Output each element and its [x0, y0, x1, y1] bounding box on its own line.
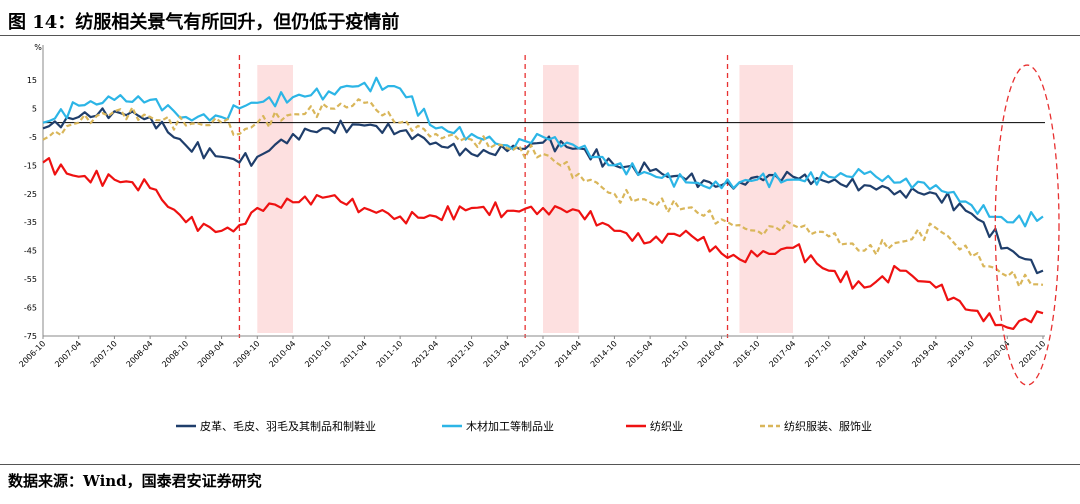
- x-tick-label: 2015-10: [660, 339, 690, 369]
- legend-label-2: 纺织业: [650, 419, 683, 433]
- x-tick-label: 2014-10: [589, 339, 619, 369]
- series-line-3: [42, 98, 1044, 288]
- x-tick-label: 2012-10: [446, 339, 476, 369]
- x-tick-label: 2014-04: [553, 339, 583, 369]
- legend-label-3: 纺织服装、服饰业: [784, 419, 872, 433]
- y-tick-label: -25: [24, 190, 37, 199]
- legend-label-1: 木材加工等制品业: [466, 419, 554, 433]
- x-tick-label: 2019-04: [910, 339, 940, 369]
- y-tick-label: -75: [24, 332, 37, 341]
- bottom-rule: [0, 464, 1080, 465]
- highlight-ellipse-layer: [994, 64, 1060, 386]
- y-tick-label: -45: [24, 247, 37, 256]
- x-tick-label: 2011-04: [339, 339, 369, 369]
- series-line-2: [42, 157, 1044, 330]
- legend: 皮革、毛皮、羽毛及其制品和制鞋业 木材加工等制品业 纺织业 纺织服装、服饰业: [176, 419, 872, 433]
- x-tick-label: 2013-04: [482, 339, 512, 369]
- x-tick-label: 2006-10: [17, 339, 47, 369]
- x-tick-label: 2017-10: [803, 339, 833, 369]
- page-title: 图 14：纺服相关景气有所回升，但仍低于疫情前: [8, 12, 400, 33]
- series-line-0: [42, 107, 1044, 275]
- x-tick-label: 2009-04: [196, 339, 226, 369]
- x-tick-label: 2015-04: [625, 339, 655, 369]
- x-tick-label: 2007-04: [53, 339, 83, 369]
- y-tick-label: -5: [29, 133, 37, 142]
- x-tick-label: 2020-04: [982, 339, 1012, 369]
- x-tick-label: 2009-10: [232, 339, 262, 369]
- x-tick-label: 2017-04: [767, 339, 797, 369]
- x-tick-label: 2011-10: [375, 339, 405, 369]
- series-line-1: [42, 76, 1044, 228]
- x-tick-label: 2018-04: [839, 339, 869, 369]
- top-rule: [0, 35, 1080, 36]
- y-tick-label: -65: [24, 304, 37, 313]
- x-tick-label: 2008-04: [125, 339, 155, 369]
- x-tick-label: 2019-10: [946, 339, 976, 369]
- event-lines: [238, 55, 729, 338]
- x-tick-label: 2016-04: [696, 339, 726, 369]
- series-lines: [42, 76, 1044, 330]
- highlight-ellipse: [994, 64, 1060, 386]
- x-tick-label: 2010-10: [303, 339, 333, 369]
- x-tick-label: 2012-04: [410, 339, 440, 369]
- y-tick-label: -15: [24, 161, 37, 170]
- source-note: 数据来源：Wind，国泰君安证券研究: [8, 472, 262, 490]
- y-tick-label: -55: [24, 275, 37, 284]
- x-tick-label: 2008-10: [160, 339, 190, 369]
- y-tick-label: 5: [32, 104, 37, 113]
- y-tick-label: 15: [27, 76, 37, 85]
- x-tick-label: 2018-10: [875, 339, 905, 369]
- x-tick-label: 2010-04: [267, 339, 297, 369]
- x-tick-label: 2016-10: [732, 339, 762, 369]
- shaded-periods: [257, 65, 793, 333]
- shaded-period-2: [739, 65, 793, 333]
- y-tick-label: -35: [24, 218, 37, 227]
- x-tick-label: 2013-10: [517, 339, 547, 369]
- shaded-period-1: [543, 65, 579, 333]
- y-axis-unit: %: [34, 43, 42, 52]
- legend-label-0: 皮革、毛皮、羽毛及其制品和制鞋业: [200, 419, 376, 433]
- x-tick-label: 2007-10: [89, 339, 119, 369]
